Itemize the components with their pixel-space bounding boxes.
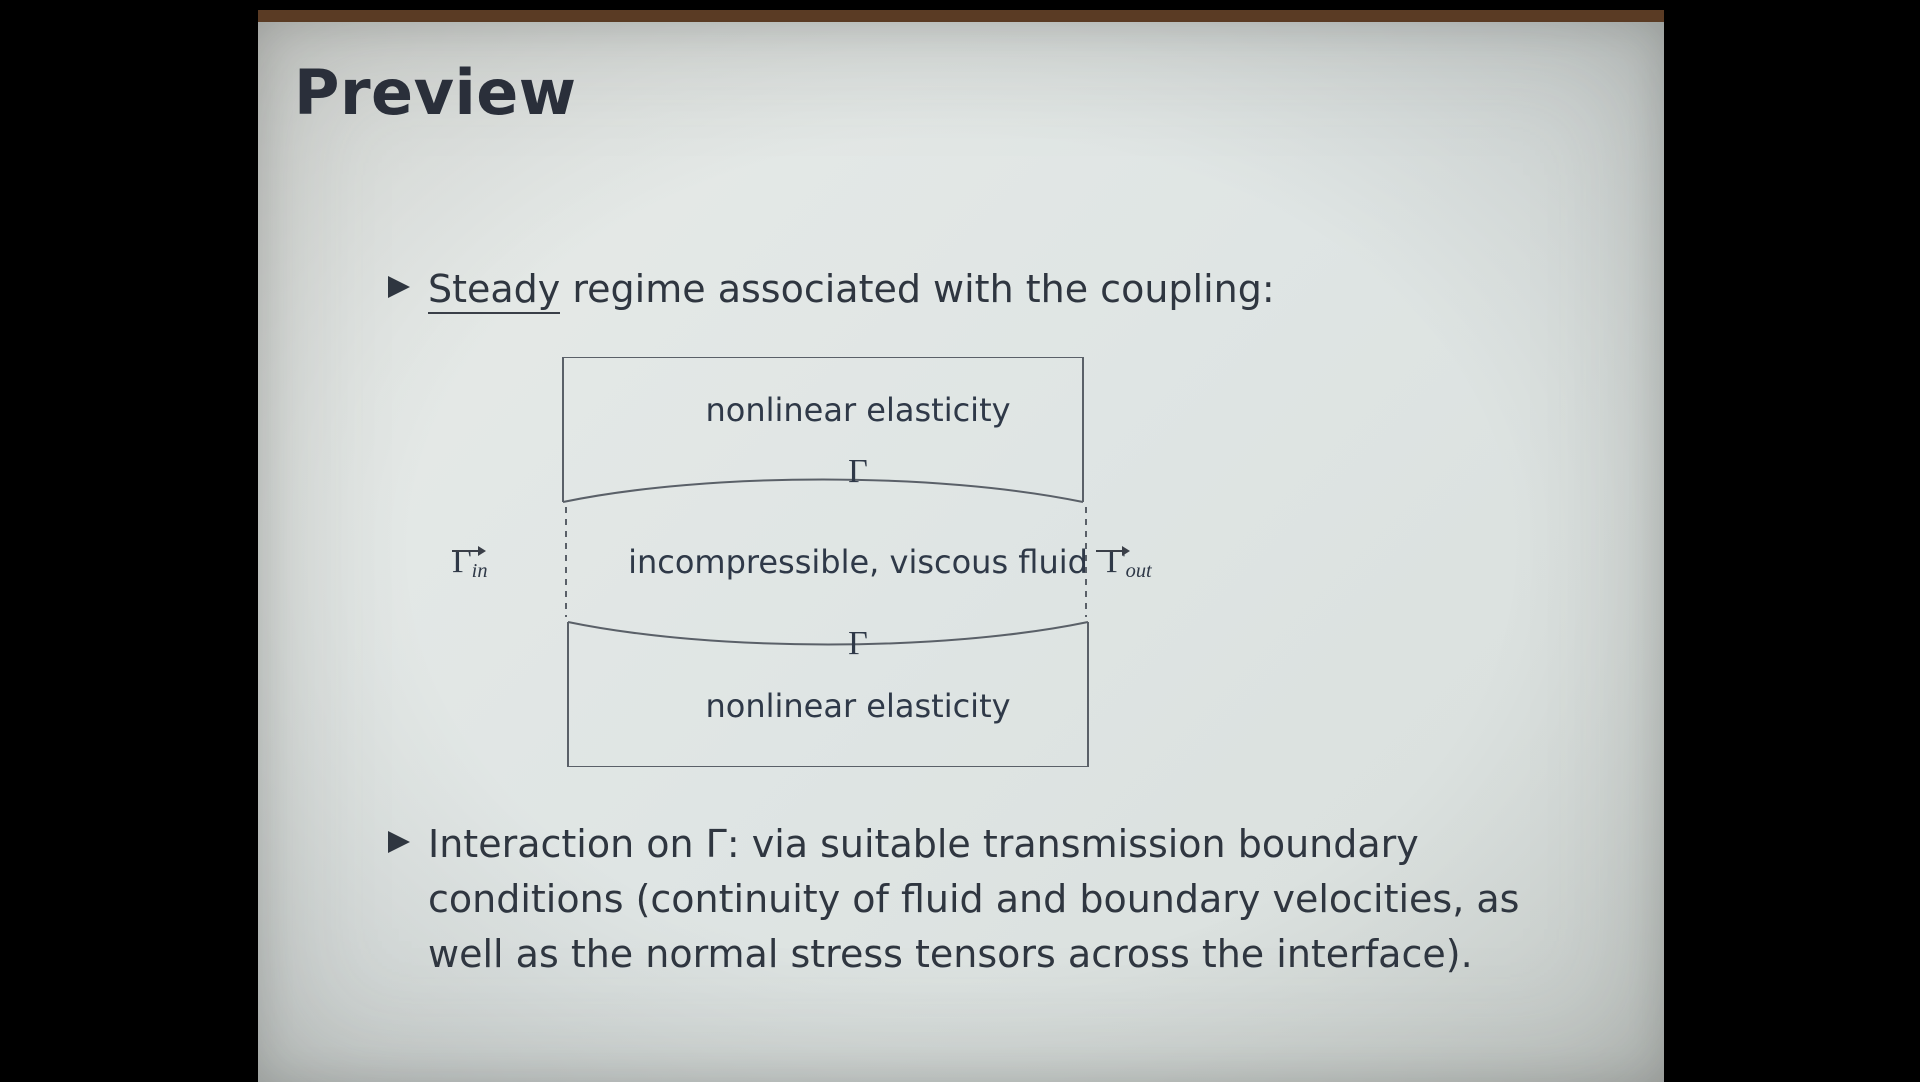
slide-stage: Preview Steady regime associated with th…	[258, 10, 1664, 1082]
bullet-rest: regime associated with the coupling:	[560, 267, 1274, 311]
triangle-bullet-icon	[388, 817, 410, 853]
bottom-interface-gamma: Γ	[848, 625, 868, 663]
slide-content: Steady regime associated with the coupli…	[388, 262, 1568, 982]
fluid-label: incompressible, viscous fluid	[628, 543, 1088, 581]
bullet-text: Interaction on Γ: via suitable transmiss…	[428, 817, 1568, 982]
top-region-label: nonlinear elasticity	[705, 391, 1010, 429]
bullet-item: Steady regime associated with the coupli…	[388, 262, 1568, 317]
gamma-in-label: Γin	[452, 543, 498, 583]
bottom-region-label: nonlinear elasticity	[705, 687, 1010, 725]
bullet-item: Interaction on Γ: via suitable transmiss…	[388, 817, 1568, 982]
slide-title: Preview	[294, 56, 577, 129]
underlined-word: Steady	[428, 267, 560, 314]
gamma-out-label: Γout	[1096, 543, 1152, 583]
top-interface-gamma: Γ	[848, 453, 868, 491]
coupling-diagram: nonlinear elasticity Γ incompressible, v…	[458, 357, 1258, 767]
triangle-bullet-icon	[388, 262, 410, 298]
bullet-text: Steady regime associated with the coupli…	[428, 262, 1568, 317]
